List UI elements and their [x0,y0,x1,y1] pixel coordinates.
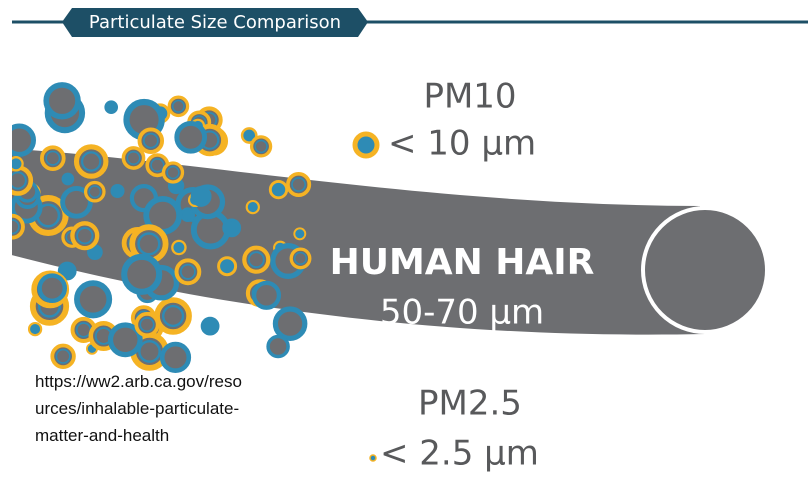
particle-ring [137,232,161,256]
particle [134,311,160,338]
particle [12,156,24,172]
particle [251,280,282,310]
particle-ring [45,150,61,166]
particle [154,297,192,335]
particle [293,227,307,241]
particle-ring [294,251,308,265]
particle-ring [247,251,265,269]
hair-label: HUMAN HAIR [330,242,595,283]
pm25-size: < 2.5 μm [380,434,539,474]
particles [12,82,312,374]
particle [50,343,76,370]
particle [121,253,163,295]
particle-ring [166,165,180,180]
particle [57,261,77,281]
particle-ring [138,339,161,363]
particle [70,221,100,251]
source-line: urces/inhalable-particulate- [35,399,239,418]
particle [217,256,238,277]
particle [245,199,260,215]
particle [40,145,66,172]
particle [289,247,312,270]
particle [249,135,273,158]
particle [266,334,290,359]
particle [174,258,202,286]
header-tag [62,8,368,37]
particle-ring [291,177,306,192]
particle [159,341,192,374]
particle-ring [162,304,185,328]
particle-ring [142,132,159,149]
particle [43,82,81,120]
particle [171,239,187,256]
particle [110,183,125,199]
particle-ring [150,158,165,173]
particle-ring [126,151,141,165]
particle [12,213,25,240]
source-line: matter-and-health [35,426,169,445]
particle-ring [179,263,196,280]
particle-ring [139,317,155,333]
particle [174,120,208,154]
particle [222,218,242,238]
particle [242,245,271,274]
particle [104,100,118,114]
particle [121,146,146,170]
pm10-size: < 10 μm [388,124,536,164]
particle [27,321,43,337]
particle-ring [12,171,27,190]
pm10-icon [352,131,380,159]
particle [137,127,165,154]
pm10-label: PM10 [423,77,516,117]
particle-ring [254,139,268,154]
particle [37,273,67,304]
hair-size: 50-70 μm [380,293,544,333]
particle [61,172,75,186]
particle [286,171,312,198]
particle-ring [12,219,20,235]
particle [60,185,93,219]
particle [12,123,36,157]
pm25-label: PM2.5 [418,384,522,424]
particle [74,280,113,319]
particle [73,144,109,179]
particle [200,316,220,336]
particle-ring [55,348,71,364]
particle [180,207,195,222]
hair-end [641,206,769,334]
particle [272,306,308,341]
pm25-icon [369,454,377,462]
particle [107,322,143,358]
particle [161,161,185,184]
particle [268,179,289,200]
particle-ring [76,227,94,245]
particle-ring [80,151,102,172]
particle [167,95,190,118]
particle [84,180,106,203]
particle [190,185,212,207]
particle-ring [171,99,185,113]
source-line: https://ww2.arb.ca.gov/reso [35,372,242,391]
header-title: Particulate Size Comparison [89,12,341,33]
particle-ring [88,185,102,199]
